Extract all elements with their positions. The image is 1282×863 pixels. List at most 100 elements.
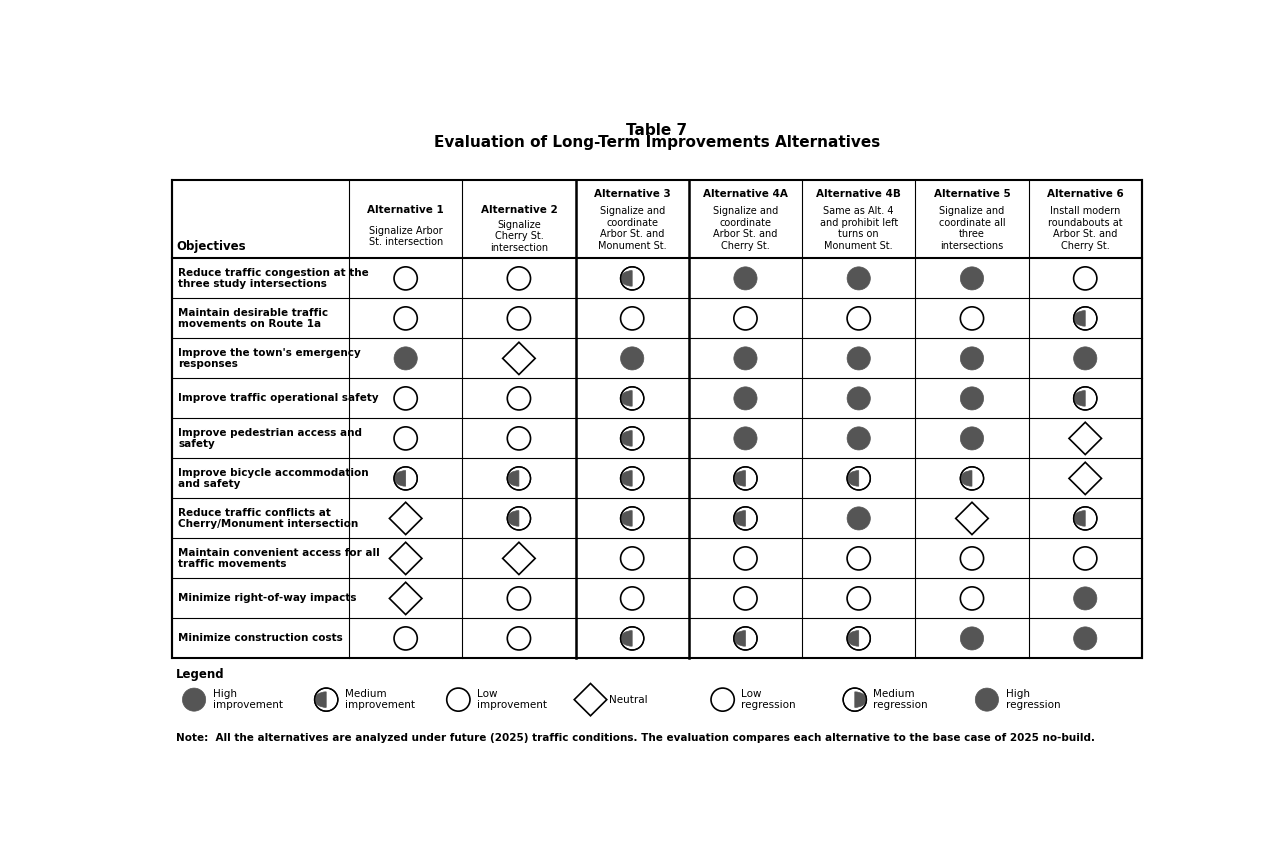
Polygon shape [503, 343, 535, 375]
Ellipse shape [508, 267, 531, 290]
Text: Signalize and
coordinate
Arbor St. and
Cherry St.: Signalize and coordinate Arbor St. and C… [713, 206, 778, 251]
Ellipse shape [394, 387, 417, 410]
Ellipse shape [847, 307, 870, 330]
Ellipse shape [620, 547, 644, 570]
Text: Alternative 6: Alternative 6 [1047, 189, 1123, 199]
Text: Objectives: Objectives [176, 240, 246, 253]
Ellipse shape [394, 627, 417, 650]
Ellipse shape [508, 627, 531, 650]
Wedge shape [733, 631, 745, 646]
Text: Alternative 3: Alternative 3 [594, 189, 670, 199]
Ellipse shape [508, 467, 531, 490]
Text: Same as Alt. 4
and prohibit left
turns on
Monument St.: Same as Alt. 4 and prohibit left turns o… [819, 206, 897, 251]
Ellipse shape [733, 627, 758, 650]
Ellipse shape [508, 307, 531, 330]
Ellipse shape [847, 547, 870, 570]
Wedge shape [394, 470, 405, 486]
Wedge shape [733, 511, 745, 526]
Ellipse shape [508, 587, 531, 610]
Text: Evaluation of Long-Term Improvements Alternatives: Evaluation of Long-Term Improvements Alt… [433, 135, 881, 149]
Ellipse shape [1073, 307, 1097, 330]
Text: Signalize Arbor
St. intersection: Signalize Arbor St. intersection [368, 225, 442, 247]
Text: Signalize and
coordinate all
three
intersections: Signalize and coordinate all three inter… [938, 206, 1005, 251]
Text: Medium
regression: Medium regression [873, 689, 928, 710]
Text: Alternative 4A: Alternative 4A [703, 189, 788, 199]
Wedge shape [1073, 511, 1086, 526]
Ellipse shape [620, 627, 644, 650]
Text: Maintain desirable traffic
movements on Route 1a: Maintain desirable traffic movements on … [178, 307, 328, 329]
Text: Legend: Legend [176, 669, 224, 682]
Ellipse shape [620, 267, 644, 290]
Wedge shape [620, 431, 632, 446]
Ellipse shape [394, 347, 417, 370]
Ellipse shape [620, 467, 644, 490]
Ellipse shape [733, 547, 758, 570]
Text: Reduce traffic congestion at the
three study intersections: Reduce traffic congestion at the three s… [178, 268, 369, 289]
Wedge shape [847, 470, 859, 486]
Ellipse shape [1073, 507, 1097, 530]
Ellipse shape [976, 688, 999, 711]
Ellipse shape [847, 587, 870, 610]
Ellipse shape [1073, 347, 1097, 370]
Ellipse shape [960, 467, 983, 490]
Text: Alternative 1: Alternative 1 [367, 205, 444, 215]
Text: Minimize construction costs: Minimize construction costs [178, 633, 342, 644]
Ellipse shape [733, 507, 758, 530]
Wedge shape [620, 470, 632, 486]
Text: Alternative 4B: Alternative 4B [817, 189, 901, 199]
Ellipse shape [1073, 627, 1097, 650]
Ellipse shape [620, 587, 644, 610]
Ellipse shape [733, 387, 758, 410]
Ellipse shape [394, 267, 417, 290]
Ellipse shape [394, 307, 417, 330]
Ellipse shape [620, 307, 644, 330]
Ellipse shape [394, 427, 417, 450]
Polygon shape [503, 542, 535, 575]
Polygon shape [390, 583, 422, 614]
Ellipse shape [1073, 387, 1097, 410]
Ellipse shape [847, 507, 870, 530]
Ellipse shape [844, 688, 867, 711]
Ellipse shape [446, 688, 470, 711]
Wedge shape [620, 511, 632, 526]
Ellipse shape [508, 387, 531, 410]
Ellipse shape [182, 688, 205, 711]
Wedge shape [620, 391, 632, 406]
Bar [172, 180, 1142, 658]
Text: Alternative 2: Alternative 2 [481, 205, 558, 215]
Text: Minimize right-of-way impacts: Minimize right-of-way impacts [178, 594, 356, 603]
Ellipse shape [394, 467, 417, 490]
Ellipse shape [314, 688, 338, 711]
Wedge shape [620, 271, 632, 287]
Ellipse shape [733, 267, 758, 290]
Ellipse shape [733, 587, 758, 610]
Ellipse shape [847, 467, 870, 490]
Ellipse shape [620, 387, 644, 410]
Text: High
regression: High regression [1005, 689, 1060, 710]
Ellipse shape [620, 347, 644, 370]
Ellipse shape [1073, 547, 1097, 570]
Ellipse shape [712, 688, 735, 711]
Polygon shape [1069, 463, 1101, 494]
Ellipse shape [620, 427, 644, 450]
Ellipse shape [960, 547, 983, 570]
Wedge shape [508, 470, 519, 486]
Ellipse shape [960, 387, 983, 410]
Polygon shape [1069, 422, 1101, 455]
Wedge shape [847, 631, 859, 646]
Ellipse shape [960, 267, 983, 290]
Wedge shape [733, 470, 745, 486]
Ellipse shape [508, 507, 531, 530]
Text: Note:  All the alternatives are analyzed under future (2025) traffic conditions.: Note: All the alternatives are analyzed … [176, 734, 1095, 743]
Text: Table 7: Table 7 [627, 123, 687, 137]
Text: Low
regression: Low regression [741, 689, 796, 710]
Wedge shape [314, 692, 326, 708]
Ellipse shape [960, 307, 983, 330]
Text: Improve the town's emergency
responses: Improve the town's emergency responses [178, 348, 362, 369]
Text: Neutral: Neutral [609, 695, 647, 704]
Text: Signalize and
coordinate
Arbor St. and
Monument St.: Signalize and coordinate Arbor St. and M… [597, 206, 667, 251]
Ellipse shape [960, 587, 983, 610]
Ellipse shape [960, 627, 983, 650]
Ellipse shape [960, 347, 983, 370]
Text: Reduce traffic conflicts at
Cherry/Monument intersection: Reduce traffic conflicts at Cherry/Monum… [178, 507, 359, 529]
